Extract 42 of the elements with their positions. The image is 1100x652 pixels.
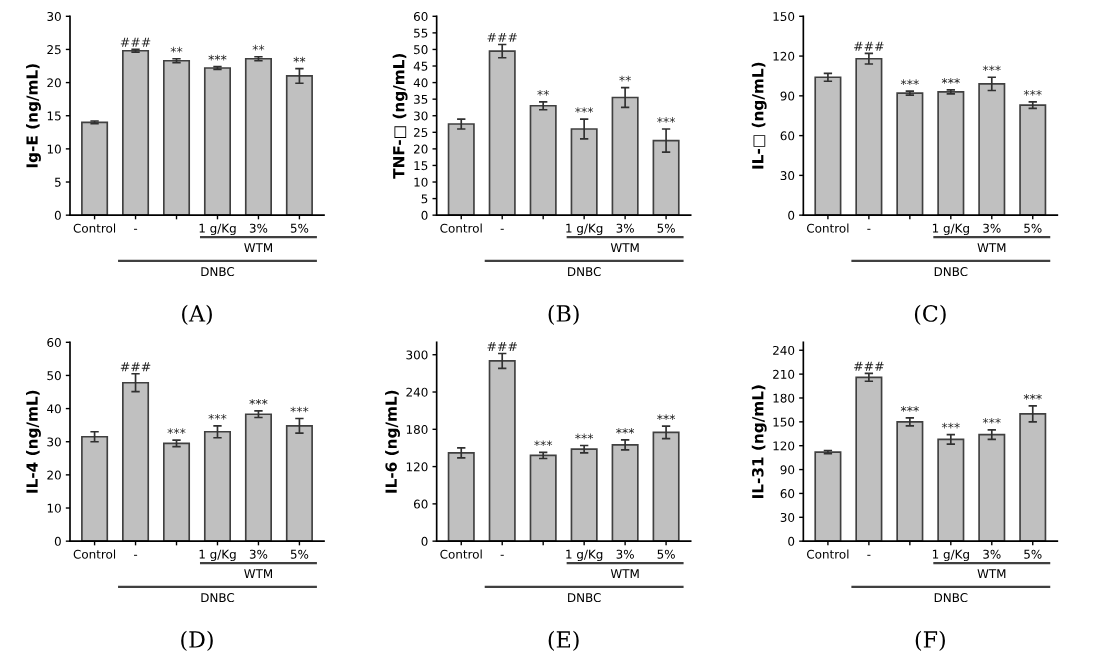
bar <box>937 91 965 216</box>
bar <box>285 75 313 216</box>
bar <box>162 59 191 216</box>
bar <box>855 57 883 216</box>
text: (B) <box>548 304 579 325</box>
bar <box>203 430 232 542</box>
bar <box>447 123 475 216</box>
bar <box>1019 104 1047 216</box>
text: (A) <box>182 304 212 325</box>
bar <box>855 376 883 542</box>
bar <box>978 433 1006 542</box>
bar <box>244 57 272 216</box>
bar <box>203 67 232 216</box>
bar <box>529 454 557 542</box>
text: (C) <box>914 304 946 325</box>
bar <box>611 96 639 216</box>
bar <box>896 92 924 216</box>
bar <box>122 381 150 542</box>
bar <box>162 442 191 542</box>
bar <box>447 452 475 542</box>
bar <box>81 435 109 542</box>
bar <box>1019 413 1047 542</box>
text: (F) <box>915 630 945 651</box>
bar <box>244 413 272 542</box>
bar <box>529 104 557 216</box>
text: (E) <box>548 630 579 651</box>
bar <box>488 360 516 542</box>
bar <box>122 49 150 216</box>
bar <box>937 438 965 542</box>
bar <box>570 448 598 542</box>
text: (D) <box>181 630 213 651</box>
bar <box>896 421 924 542</box>
bar <box>570 128 598 216</box>
bar <box>652 431 680 542</box>
bar <box>814 451 842 542</box>
bar <box>978 83 1006 216</box>
bar <box>488 50 516 216</box>
bar <box>285 424 313 542</box>
bar <box>814 76 842 216</box>
bar <box>81 121 109 216</box>
bar <box>611 444 639 542</box>
bar <box>652 139 680 216</box>
